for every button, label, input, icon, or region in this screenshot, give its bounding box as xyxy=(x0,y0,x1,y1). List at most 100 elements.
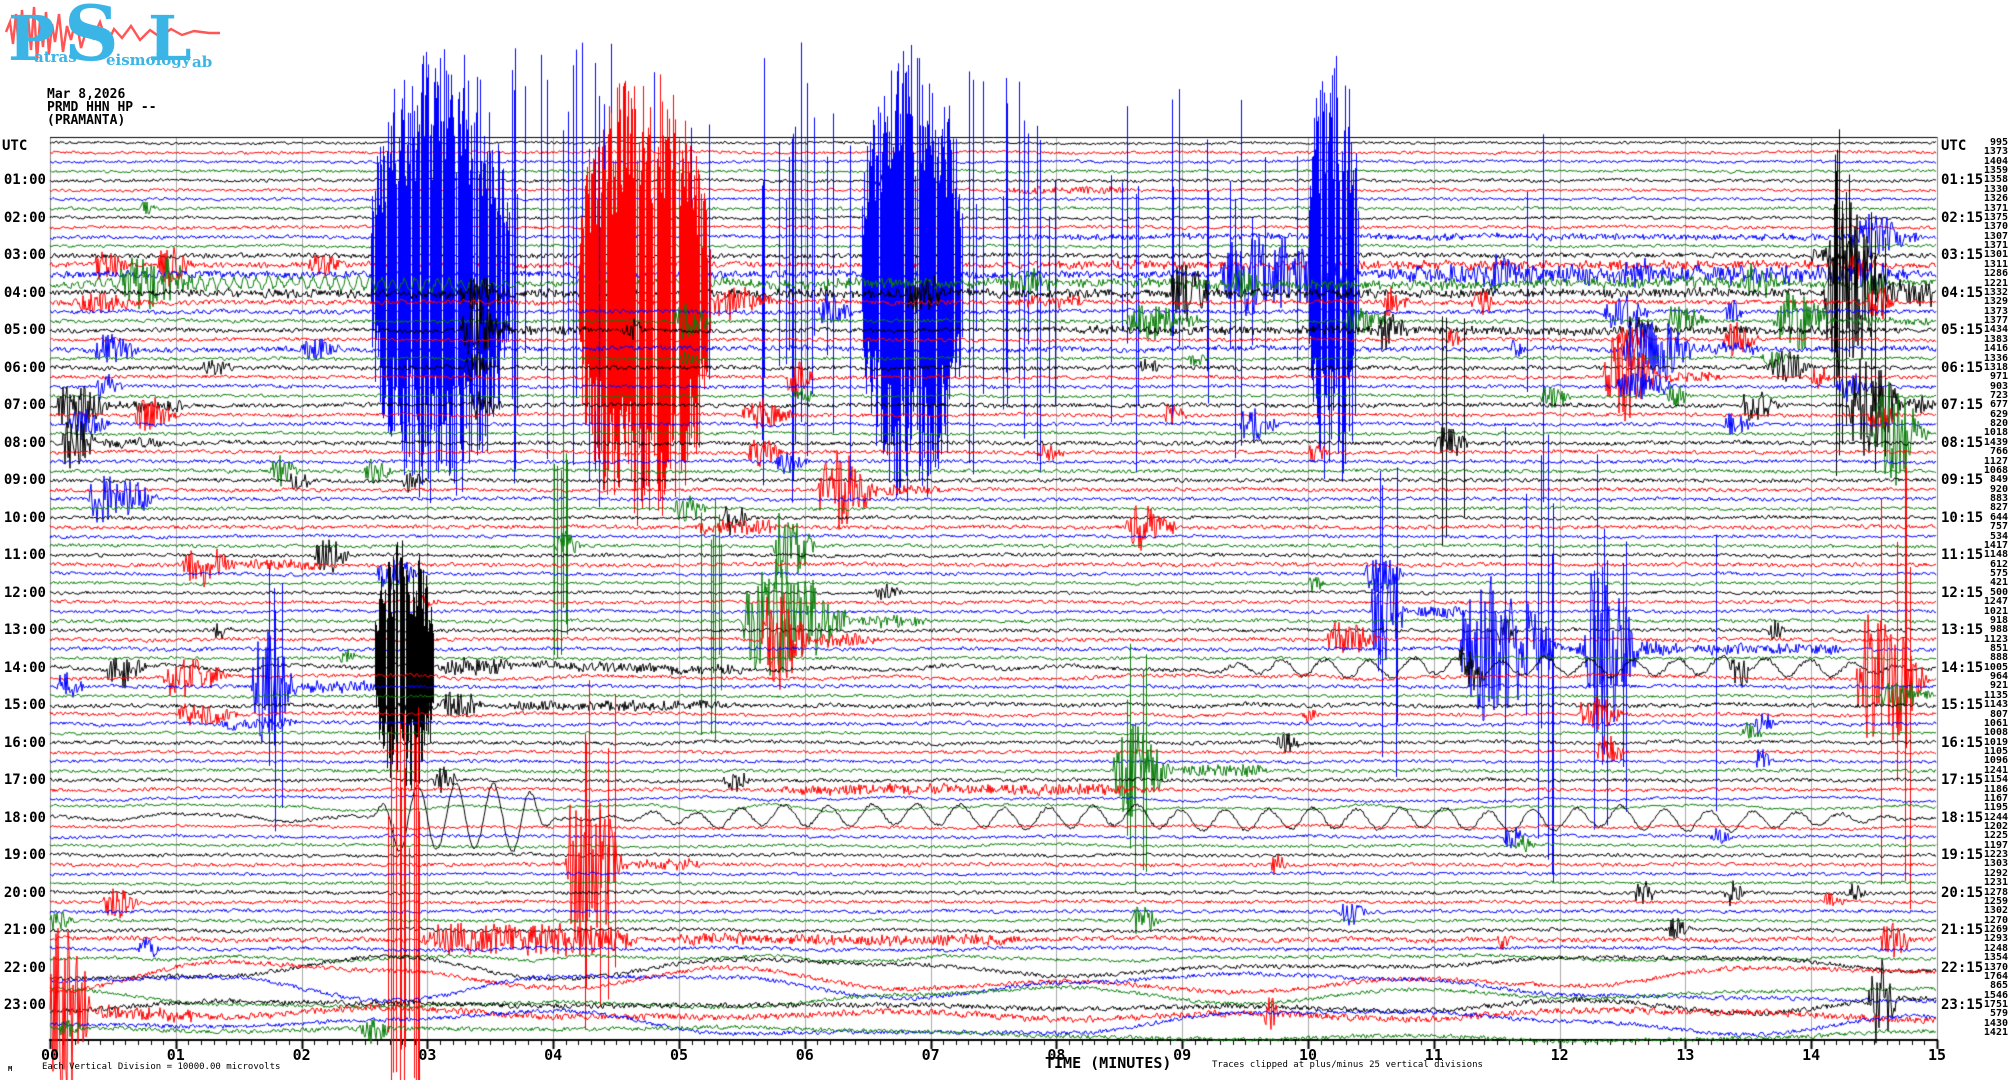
clip-note: Traces clipped at plus/minus 25 vertical… xyxy=(1212,1060,1483,1070)
amplitude-value: 1404 xyxy=(1983,155,2008,167)
utc-label-left: UTC xyxy=(2,138,28,154)
left-time-label: 02:00 xyxy=(3,209,46,226)
amplitude-value: 995 xyxy=(1989,137,2008,148)
right-time-label: 19:15 xyxy=(1941,847,1984,864)
amplitude-value: 1008 xyxy=(1983,727,2008,739)
amplitude-value: 920 xyxy=(1989,483,2008,495)
left-time-label: 14:00 xyxy=(3,659,46,676)
x-tick-label: 04 xyxy=(544,1046,563,1064)
amplitude-value: 921 xyxy=(1989,680,2008,692)
left-time-label: 15:00 xyxy=(3,697,46,714)
amplitude-value: 1068 xyxy=(1983,464,2008,476)
left-time-label: 20:00 xyxy=(3,884,46,901)
amplitude-value: 1148 xyxy=(1983,549,2008,561)
amplitude-value: 1292 xyxy=(1983,867,2008,879)
utc-label-right: UTC xyxy=(1941,138,1967,154)
amplitude-value: 1186 xyxy=(1983,783,2008,795)
amplitude-value: 1371 xyxy=(1983,240,2008,252)
x-tick-label: 10 xyxy=(1298,1046,1318,1064)
amplitude-value: 1358 xyxy=(1983,174,2008,186)
amplitude-value: 1018 xyxy=(1983,427,2008,439)
x-tick-label: 08 xyxy=(1047,1046,1066,1064)
amplitude-value: 964 xyxy=(1989,671,2008,683)
amplitude-value: 1293 xyxy=(1983,933,2008,945)
x-tick-label: 14 xyxy=(1802,1046,1821,1064)
x-tick-label: 12 xyxy=(1550,1046,1569,1064)
amplitude-value: 971 xyxy=(1989,371,2008,383)
right-time-label: 03:15 xyxy=(1941,247,1984,264)
amplitude-value: 1197 xyxy=(1983,839,2008,851)
right-time-label: 23:15 xyxy=(1941,997,1984,1014)
amplitude-value: 534 xyxy=(1989,530,2008,542)
left-time-label: 19:00 xyxy=(3,847,46,864)
right-time-label: 18:15 xyxy=(1941,809,1984,826)
amplitude-value: 1143 xyxy=(1983,699,2008,711)
amplitude-value: 1416 xyxy=(1983,343,2008,355)
amplitude-value: 988 xyxy=(1989,624,2008,636)
amplitude-value: 903 xyxy=(1989,380,2008,392)
left-time-label: 08:00 xyxy=(3,434,46,451)
amplitude-value: 1373 xyxy=(1983,146,2008,158)
x-tick-label: 09 xyxy=(1173,1046,1192,1064)
amplitude-value: 644 xyxy=(1989,511,2008,523)
station-channel: PRMD HHN HP -- xyxy=(47,100,157,115)
amplitude-value: 1370 xyxy=(1983,961,2008,973)
amplitude-value: 1311 xyxy=(1983,258,2008,270)
right-time-label: 05:15 xyxy=(1941,322,1984,339)
right-time-label: 13:15 xyxy=(1941,622,1984,639)
amplitude-value: 1259 xyxy=(1983,895,2008,907)
amplitude-value: 1105 xyxy=(1983,746,2008,758)
left-time-label: 21:00 xyxy=(3,922,46,939)
x-tick-label: 13 xyxy=(1676,1046,1695,1064)
amplitude-value: 1764 xyxy=(1983,970,2008,982)
x-tick-label: 02 xyxy=(292,1046,311,1064)
logo-word-atras: atras xyxy=(34,48,77,66)
amplitude-value: 1123 xyxy=(1983,633,2008,645)
amplitude-value: 1751 xyxy=(1983,999,2008,1011)
right-time-label: 21:15 xyxy=(1941,922,1984,939)
amplitude-value: 1202 xyxy=(1983,821,2008,832)
psl-logo: P atras S eismology L ab xyxy=(4,0,228,80)
x-tick-label: 05 xyxy=(669,1046,689,1064)
amplitude-value: 1135 xyxy=(1983,689,2008,701)
amplitude-value: 1303 xyxy=(1983,858,2008,870)
amplitude-value: 1221 xyxy=(1983,277,2008,289)
amplitude-value: 1329 xyxy=(1983,296,2008,308)
amplitude-value: 1377 xyxy=(1983,315,2008,327)
plot-date: Mar 8,2026 xyxy=(47,87,126,102)
amplitude-value: 883 xyxy=(1989,493,2008,505)
x-tick-label: 01 xyxy=(166,1046,185,1064)
amplitude-value: 579 xyxy=(1989,1008,2008,1020)
amplitude-value: 1318 xyxy=(1983,361,2008,373)
left-time-label: 13:00 xyxy=(3,622,46,639)
amplitude-value: 1383 xyxy=(1983,333,2008,345)
station-name: (PRAMANTA) xyxy=(47,113,126,128)
amplitude-value: 918 xyxy=(1989,614,2008,626)
amplitude-value: 1330 xyxy=(1983,183,2008,195)
amplitude-value: 723 xyxy=(1989,389,2008,401)
amplitude-value: 1354 xyxy=(1983,952,2008,964)
logo-word-eismology: eismology xyxy=(106,51,191,69)
amplitude-value: 612 xyxy=(1989,558,2008,570)
amplitude-value: 1307 xyxy=(1983,230,2008,242)
amplitude-value: 1421 xyxy=(1983,1027,2008,1039)
amplitude-value: 1223 xyxy=(1983,849,2008,861)
right-time-label: 12:15 xyxy=(1941,584,1984,601)
logo-letter-l: L xyxy=(148,2,192,75)
logo-word-ab: ab xyxy=(192,53,213,71)
right-time-label: 14:15 xyxy=(1941,659,1984,676)
right-time-label: 15:15 xyxy=(1941,697,1984,714)
amplitude-value: 1332 xyxy=(1983,286,2008,298)
left-time-label: 09:00 xyxy=(3,472,46,489)
left-time-label: 04:00 xyxy=(3,284,46,301)
amplitude-value: 1302 xyxy=(1983,905,2008,917)
amplitude-value: 1154 xyxy=(1983,774,2008,786)
amplitude-value: 1326 xyxy=(1983,193,2008,205)
amplitude-value: 851 xyxy=(1989,642,2008,654)
left-time-label: 16:00 xyxy=(3,734,46,751)
amplitude-value: 1546 xyxy=(1983,989,2008,1001)
amplitude-value: 1375 xyxy=(1983,211,2008,223)
right-time-label: 07:15 xyxy=(1941,397,1984,414)
amplitude-value: 1371 xyxy=(1983,202,2008,214)
